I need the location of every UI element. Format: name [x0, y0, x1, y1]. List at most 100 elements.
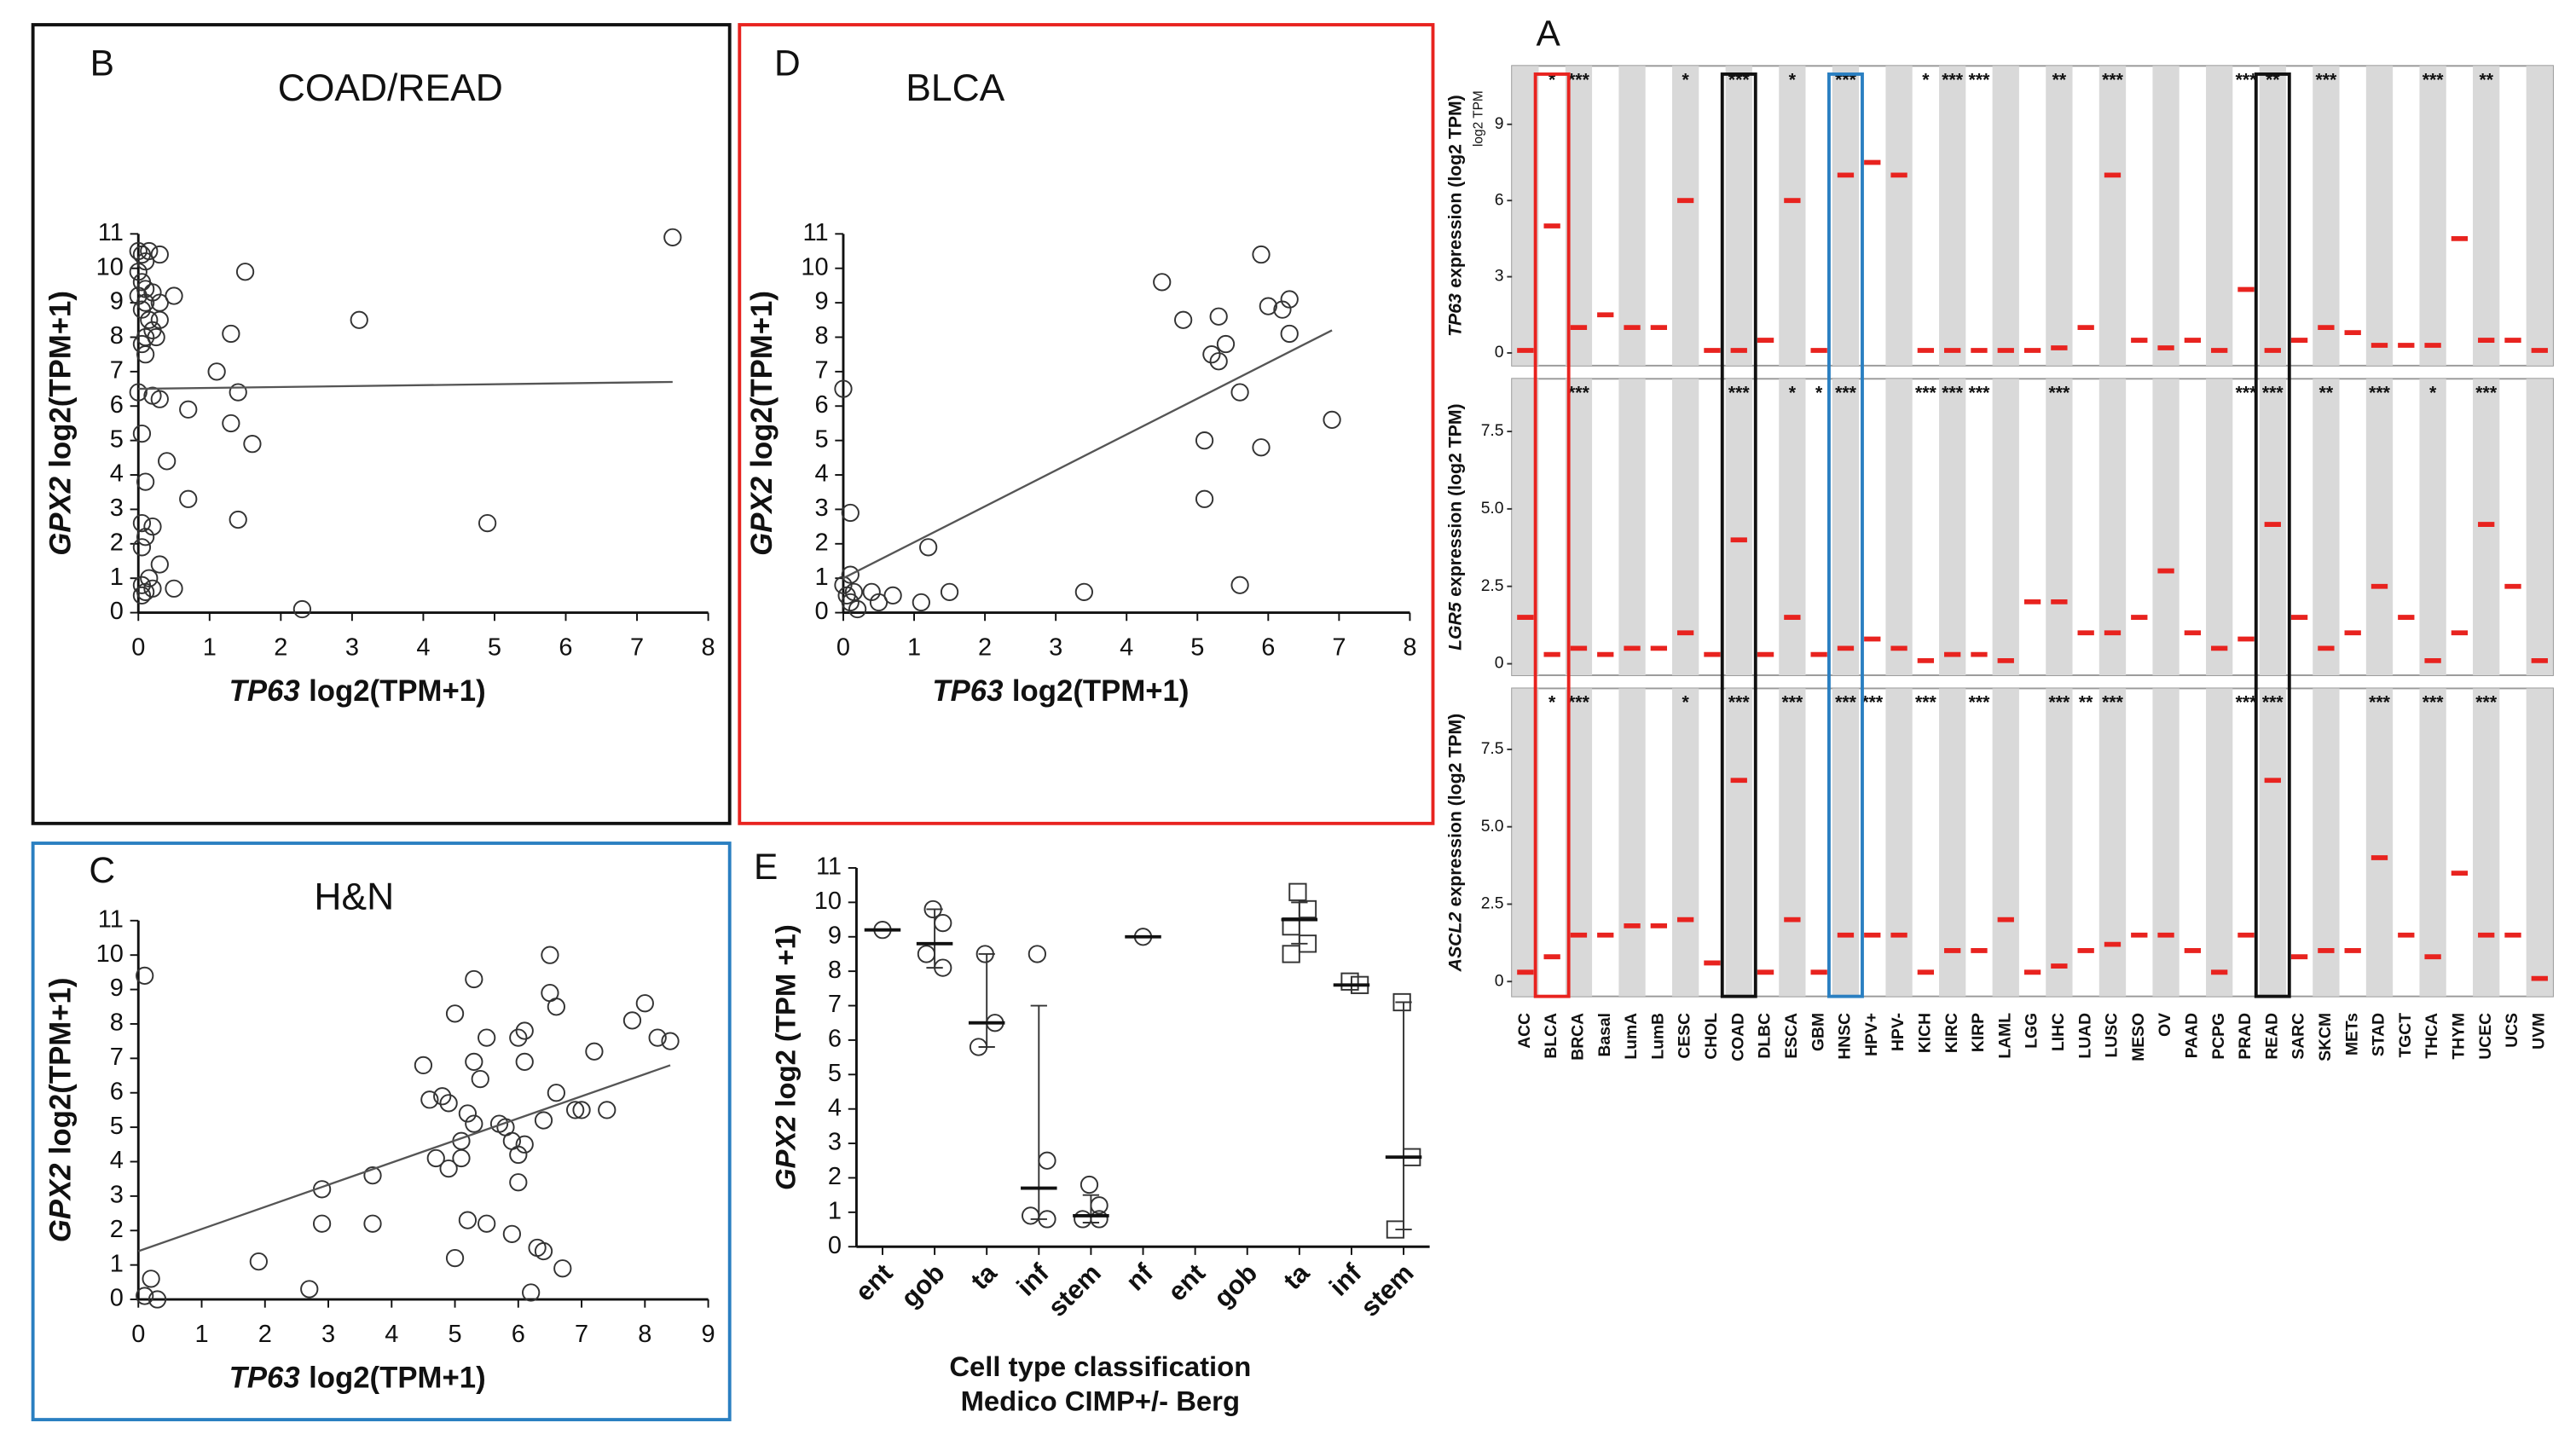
x-tick-label: DLBC [1757, 1013, 1774, 1059]
x-tick-label: PCPG [2210, 1013, 2228, 1060]
y-tick-label: 0 [1495, 655, 1504, 673]
data-point [478, 1214, 496, 1233]
significance: *** [2369, 691, 2391, 712]
data-point [1074, 582, 1093, 601]
x-tick-label: gob [1207, 1258, 1263, 1313]
y-tick-label: 7 [110, 357, 124, 385]
band [1725, 379, 1752, 675]
x-tick-label: 3 [1049, 634, 1062, 662]
band [1939, 66, 1966, 366]
band [1992, 66, 2019, 366]
y-tick-label: 10 [96, 940, 124, 968]
y-tick-label: 9 [110, 288, 124, 315]
data-point [834, 576, 853, 594]
x-axis-title: TP63 log2(TPM+1) [932, 675, 1189, 708]
significance: *** [1835, 691, 1857, 712]
band [2206, 66, 2233, 366]
y-tick-label: 6 [814, 391, 828, 419]
data-point [509, 1173, 528, 1192]
data-point [1022, 1206, 1040, 1225]
y-tick-label: 1 [814, 564, 828, 591]
x-tick-label: 5 [448, 1321, 461, 1348]
data-point [150, 390, 169, 408]
x-tick-label: stem [1042, 1258, 1107, 1322]
band [2419, 66, 2446, 366]
data-point [553, 1259, 572, 1278]
y-tick-label: 11 [816, 853, 842, 881]
significance: ** [2479, 69, 2493, 90]
data-point [509, 1028, 528, 1047]
data-point [136, 528, 155, 547]
x-tick-label: 2 [258, 1321, 272, 1348]
band [1779, 66, 1806, 366]
x-tick-label: 6 [512, 1321, 525, 1348]
data-point [300, 1280, 319, 1299]
x-tick-label: PAAD [2183, 1013, 2201, 1058]
data-point [1392, 992, 1411, 1012]
y-tick-label: 6 [110, 391, 124, 419]
band [2313, 379, 2340, 675]
band [2313, 66, 2340, 366]
significance: *** [2236, 69, 2258, 90]
data-point [439, 1094, 458, 1113]
y-tick-label: 5 [110, 1113, 124, 1140]
data-point [222, 414, 240, 433]
data-point [243, 435, 262, 454]
x-tick-label: ACC [1516, 1013, 1534, 1049]
data-point [165, 286, 183, 305]
x-tick-label: LUSC [2104, 1013, 2122, 1058]
data-point [132, 334, 152, 354]
y-tick-label: 3 [1495, 268, 1504, 286]
significance: *** [2048, 691, 2070, 712]
data-point [1038, 1210, 1056, 1229]
data-point [1288, 882, 1307, 901]
data-point [143, 283, 162, 302]
x-tick-label: 1 [194, 1321, 208, 1348]
x-tick-label: 7 [630, 634, 644, 662]
data-point [1090, 1196, 1109, 1215]
y-tick-label: 0 [1495, 972, 1504, 990]
highlight-frame [1827, 72, 1864, 998]
data-point [1195, 431, 1214, 450]
significance: *** [1835, 382, 1857, 402]
significance: * [1789, 382, 1797, 402]
x-tick-label: 7 [575, 1321, 588, 1348]
data-point [478, 513, 497, 533]
y-tick-label: 3 [110, 495, 124, 522]
x-tick-label: nf [1120, 1258, 1160, 1297]
x-tick-label: UCS [2504, 1013, 2521, 1048]
y-tick-label: 0 [110, 1285, 124, 1312]
x-tick-label: 2 [978, 634, 992, 662]
data-point [1209, 352, 1228, 371]
data-point [229, 383, 247, 402]
data-point [1216, 334, 1236, 354]
axis-unit: log2 (TPM +1) [769, 924, 801, 1107]
data-point [433, 1087, 452, 1106]
gene-name: GPX2 [45, 1164, 78, 1243]
significance: * [1815, 382, 1823, 402]
data-point [1386, 1220, 1405, 1239]
x-tick-label: 0 [836, 634, 850, 662]
data-point [136, 472, 155, 491]
y-tick-label: 10 [814, 888, 842, 915]
data-point [478, 1028, 496, 1047]
data-point [452, 1148, 471, 1168]
significance: *** [2423, 691, 2445, 712]
y-tick-label: 2 [110, 1216, 124, 1243]
y-tick-label: 0 [110, 598, 124, 625]
x-tick-label: ta [964, 1258, 1003, 1296]
y-tick-label: 7 [814, 357, 828, 385]
x-tick-label: KIRP [1970, 1013, 1988, 1052]
panel-title: COAD/READ [278, 67, 503, 109]
data-point [1273, 300, 1292, 319]
panel-letter: B [90, 44, 114, 84]
data-point [515, 1052, 534, 1072]
highlight-frame [2254, 72, 2291, 998]
x-tick-label: CHOL [1703, 1013, 1721, 1060]
x-tick-label: 3 [321, 1321, 335, 1348]
band [1618, 379, 1646, 675]
band [2098, 66, 2127, 366]
data-point [848, 599, 867, 619]
y-tick-label: 9 [110, 975, 124, 1002]
data-point [1230, 576, 1249, 594]
